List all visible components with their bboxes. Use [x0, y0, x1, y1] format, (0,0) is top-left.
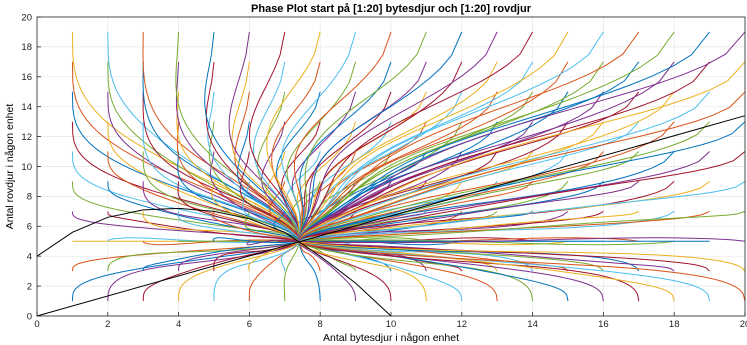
- trajectory-line: [298, 31, 534, 242]
- x-tick-label: 4: [176, 319, 181, 330]
- trajectory-line: [298, 151, 710, 242]
- y-tick-label: 14: [21, 102, 32, 113]
- trajectory-line: [298, 121, 746, 242]
- trajectory-line: [266, 31, 321, 242]
- x-tick-label: 14: [527, 319, 538, 330]
- nullclines: [36, 115, 746, 317]
- trajectory-line: [298, 241, 357, 302]
- trajectory-line: [298, 31, 498, 242]
- y-tick-label: 2: [27, 281, 32, 292]
- trajectory-line: [281, 31, 357, 242]
- trajectory-line: [280, 241, 300, 272]
- y-tick-label: 18: [21, 42, 32, 53]
- trajectory-line: [298, 240, 640, 272]
- trajectory-line: [298, 180, 746, 242]
- trajectory-line: [298, 31, 746, 242]
- trajectory-line: [298, 31, 569, 242]
- trajectory-line: [298, 31, 675, 242]
- trajectory-line: [244, 211, 300, 242]
- trajectory-line: [212, 237, 299, 243]
- trajectory-line: [298, 61, 746, 242]
- trajectory-line: [299, 237, 746, 243]
- trajectory-line: [298, 61, 604, 242]
- predator-nullcline: [36, 115, 746, 317]
- trajectory-line: [247, 241, 300, 272]
- trajectory-line: [298, 241, 534, 302]
- trajectory-line: [298, 210, 710, 242]
- trajectory-line: [239, 151, 300, 242]
- trajectories: [71, 31, 746, 302]
- trajectory-line: [298, 240, 746, 272]
- y-tick-label: 10: [21, 162, 32, 173]
- x-tick-label: 20: [740, 319, 747, 330]
- trajectory-line: [298, 210, 675, 242]
- trajectory-line: [283, 241, 300, 302]
- trajectory-line: [246, 239, 300, 246]
- trajectory-line: [298, 31, 710, 242]
- ticks: 0 2 4 6 8 10 12 14 16 18 20 0 2 4 6 8 10 12 14 16 18 20: [21, 12, 747, 330]
- trajectory-line: [298, 241, 640, 302]
- x-axis-label: Antal bytesdjur i någon enhet: [323, 332, 459, 344]
- trajectory-line: [71, 91, 300, 242]
- trajectory-line: [298, 31, 463, 242]
- trajectory-line: [298, 31, 427, 242]
- trajectory-line: [298, 121, 710, 242]
- trajectory-line: [298, 240, 746, 302]
- trajectory-line: [298, 151, 675, 242]
- trajectory-line: [298, 31, 604, 242]
- x-tick-label: 10: [386, 319, 397, 330]
- trajectory-line: [298, 91, 710, 242]
- x-tick-label: 12: [457, 319, 468, 330]
- x-tick-label: 16: [598, 319, 609, 330]
- trajectory-line: [298, 61, 710, 242]
- x-tick-label: 6: [247, 319, 252, 330]
- y-tick-label: 0: [27, 311, 32, 322]
- x-tick-label: 2: [105, 319, 110, 330]
- trajectory-line: [142, 121, 300, 242]
- trajectory-line: [298, 61, 569, 242]
- y-axis-label: Antal rovdjur i någon enhet: [4, 104, 16, 230]
- trajectory-line: [293, 31, 392, 242]
- chart-title: Phase Plot start på [1:20] bytesdjur och…: [251, 3, 532, 15]
- trajectory-line: [107, 241, 300, 302]
- trajectory-line: [107, 181, 300, 242]
- y-tick-label: 20: [21, 12, 32, 23]
- trajectory-line: [298, 210, 746, 242]
- y-tick-label: 4: [27, 252, 32, 263]
- trajectory-line: [178, 241, 300, 302]
- y-tick-label: 12: [21, 132, 32, 143]
- trajectory-line: [211, 211, 300, 242]
- x-tick-label: 8: [318, 319, 323, 330]
- y-tick-label: 6: [27, 222, 32, 233]
- trajectory-line: [298, 61, 392, 242]
- trajectory-line: [142, 241, 300, 272]
- trajectory-line: [249, 31, 300, 242]
- trajectory-line: [177, 151, 300, 242]
- trajectory-line: [242, 181, 300, 242]
- trajectory-line: [228, 31, 300, 242]
- trajectory-line: [298, 241, 321, 272]
- trajectory-line: [298, 240, 534, 272]
- trajectory-line: [298, 241, 321, 302]
- y-tick-label: 16: [21, 72, 32, 83]
- y-tick-label: 8: [27, 192, 32, 203]
- prey-nullcline: [36, 207, 392, 317]
- trajectory-line: [298, 210, 569, 242]
- trajectory-line: [213, 241, 300, 272]
- trajectory-line: [298, 91, 746, 242]
- x-tick-label: 0: [34, 319, 39, 330]
- x-tick-label: 18: [669, 319, 680, 330]
- trajectory-line: [107, 211, 300, 242]
- trajectory-line: [298, 151, 746, 242]
